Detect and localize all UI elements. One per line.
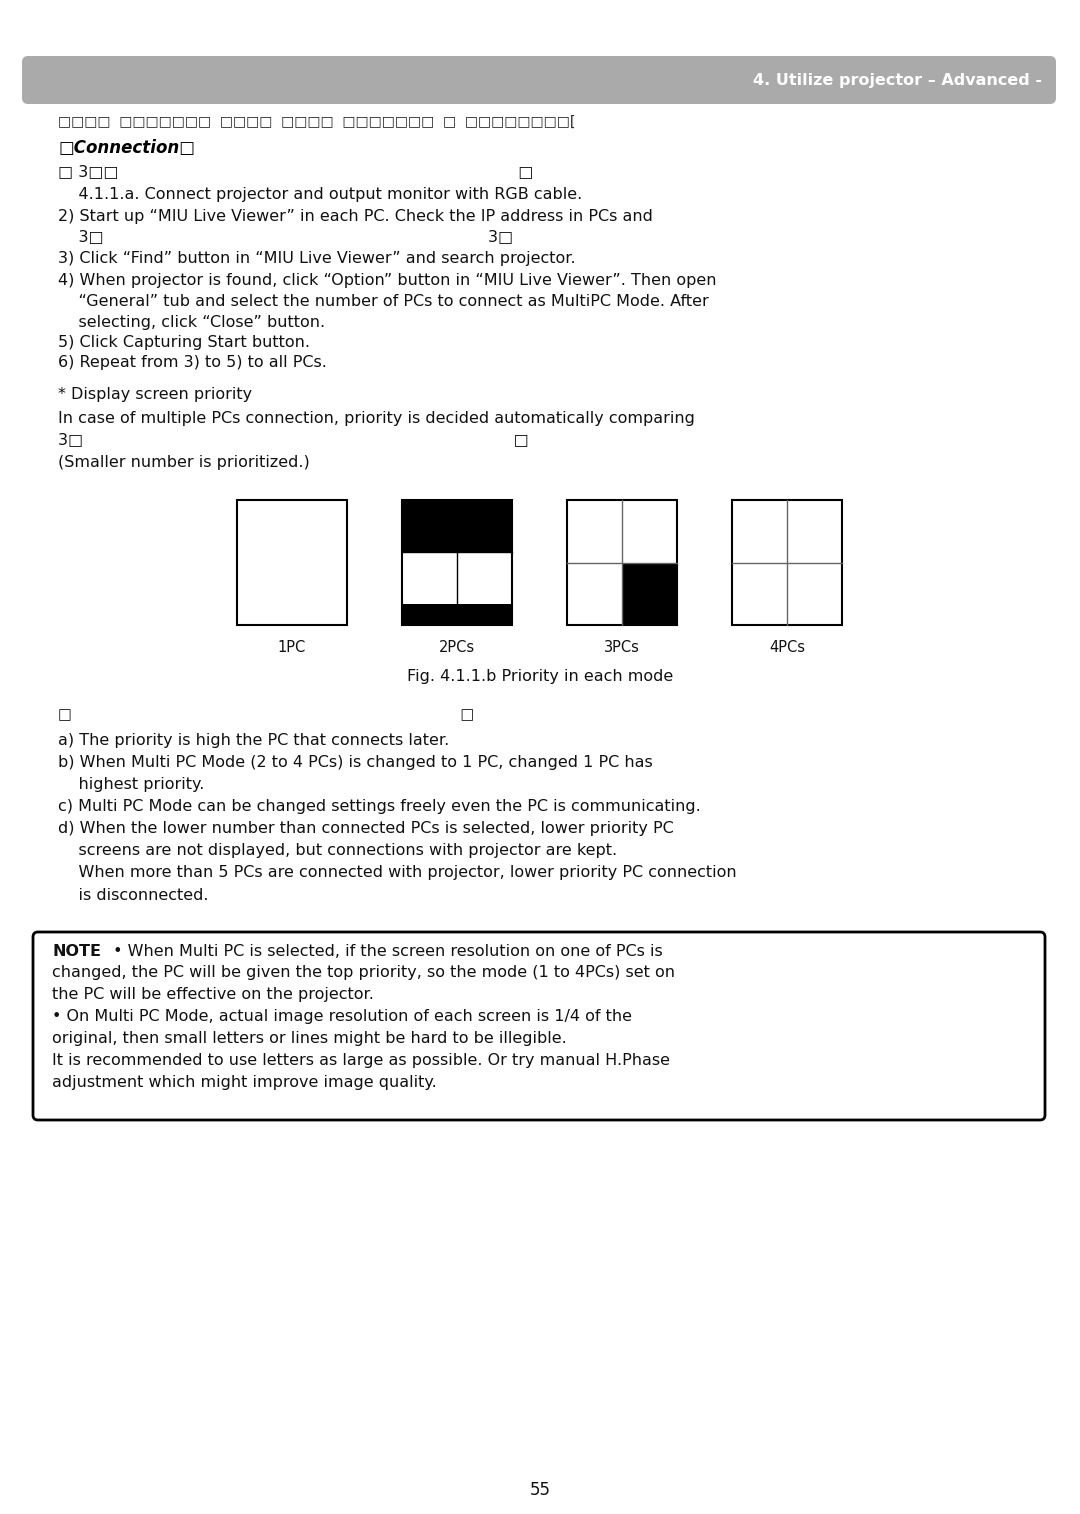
Text: adjustment which might improve image quality.: adjustment which might improve image qua… <box>52 1075 436 1090</box>
Text: 4PCs: 4PCs <box>769 639 805 654</box>
Bar <box>567 500 677 625</box>
Text: b) When Multi PC Mode (2 to 4 PCs) is changed to 1 PC, changed 1 PC has: b) When Multi PC Mode (2 to 4 PCs) is ch… <box>58 755 652 771</box>
Text: • When Multi PC is selected, if the screen resolution on one of PCs is: • When Multi PC is selected, if the scre… <box>108 943 663 958</box>
Text: 3PCs: 3PCs <box>604 639 640 654</box>
Bar <box>237 500 347 625</box>
Text: • On Multi PC Mode, actual image resolution of each screen is 1/4 of the: • On Multi PC Mode, actual image resolut… <box>52 1010 632 1025</box>
Text: □Connection□: □Connection□ <box>58 139 195 157</box>
Bar <box>402 553 512 604</box>
Text: It is recommended to use letters as large as possible. Or try manual H.Phase: It is recommended to use letters as larg… <box>52 1054 670 1069</box>
Bar <box>622 563 677 625</box>
Bar <box>402 500 512 553</box>
Text: d) When the lower number than connected PCs is selected, lower priority PC: d) When the lower number than connected … <box>58 822 674 837</box>
FancyBboxPatch shape <box>33 933 1045 1120</box>
Text: 2) Start up “MIU Live Viewer” in each PC. Check the IP address in PCs and: 2) Start up “MIU Live Viewer” in each PC… <box>58 209 653 224</box>
Text: “General” tub and select the number of PCs to connect as MultiPC Mode. After: “General” tub and select the number of P… <box>58 295 708 309</box>
Text: 4.1.1.a. Connect projector and output monitor with RGB cable.: 4.1.1.a. Connect projector and output mo… <box>58 186 582 201</box>
Text: screens are not displayed, but connections with projector are kept.: screens are not displayed, but connectio… <box>58 843 617 858</box>
Text: selecting, click “Close” button.: selecting, click “Close” button. <box>58 315 325 330</box>
Text: 3□                                                                              : 3□ <box>58 433 529 448</box>
Text: original, then small letters or lines might be hard to be illegible.: original, then small letters or lines mi… <box>52 1031 567 1046</box>
Text: In case of multiple PCs connection, priority is decided automatically comparing: In case of multiple PCs connection, prio… <box>58 410 694 425</box>
Text: 1PC: 1PC <box>278 639 306 654</box>
Text: a) The priority is high the PC that connects later.: a) The priority is high the PC that conn… <box>58 733 449 748</box>
Text: changed, the PC will be given the top priority, so the mode (1 to 4PCs) set on: changed, the PC will be given the top pr… <box>52 966 675 981</box>
Text: 4. Utilize projector – Advanced -: 4. Utilize projector – Advanced - <box>753 73 1042 88</box>
Text: NOTE: NOTE <box>52 943 102 958</box>
Text: is disconnected.: is disconnected. <box>58 887 208 902</box>
Text: 55: 55 <box>529 1481 551 1499</box>
Text: * Display screen priority: * Display screen priority <box>58 388 252 403</box>
Text: □                                                                               : □ <box>58 707 474 722</box>
Text: 3) Click “Find” button in “MIU Live Viewer” and search projector.: 3) Click “Find” button in “MIU Live View… <box>58 250 576 265</box>
Text: □ 3□□                                                                           : □ 3□□ <box>58 165 534 180</box>
Bar <box>732 500 842 625</box>
Text: (Smaller number is prioritized.): (Smaller number is prioritized.) <box>58 454 310 469</box>
Text: 6) Repeat from 3) to 5) to all PCs.: 6) Repeat from 3) to 5) to all PCs. <box>58 356 327 371</box>
Text: 5) Click Capturing Start button.: 5) Click Capturing Start button. <box>58 336 310 351</box>
Text: 3□                                                                           3□: 3□ 3□ <box>58 230 513 244</box>
Text: Fig. 4.1.1.b Priority in each mode: Fig. 4.1.1.b Priority in each mode <box>407 669 673 684</box>
Bar <box>402 604 512 625</box>
Text: 2PCs: 2PCs <box>438 639 475 654</box>
Text: highest priority.: highest priority. <box>58 778 204 792</box>
Text: When more than 5 PCs are connected with projector, lower priority PC connection: When more than 5 PCs are connected with … <box>58 866 737 881</box>
Text: the PC will be effective on the projector.: the PC will be effective on the projecto… <box>52 987 374 1002</box>
Text: c) Multi PC Mode can be changed settings freely even the PC is communicating.: c) Multi PC Mode can be changed settings… <box>58 799 701 815</box>
Text: 4) When projector is found, click “Option” button in “MIU Live Viewer”. Then ope: 4) When projector is found, click “Optio… <box>58 273 716 288</box>
Bar <box>402 500 512 625</box>
Text: □□□□  □□□□□□□  □□□□  □□□□  □□□□□□□  □  □□□□□□□□[: □□□□ □□□□□□□ □□□□ □□□□ □□□□□□□ □ □□□□□□□… <box>58 115 576 129</box>
FancyBboxPatch shape <box>22 56 1056 104</box>
